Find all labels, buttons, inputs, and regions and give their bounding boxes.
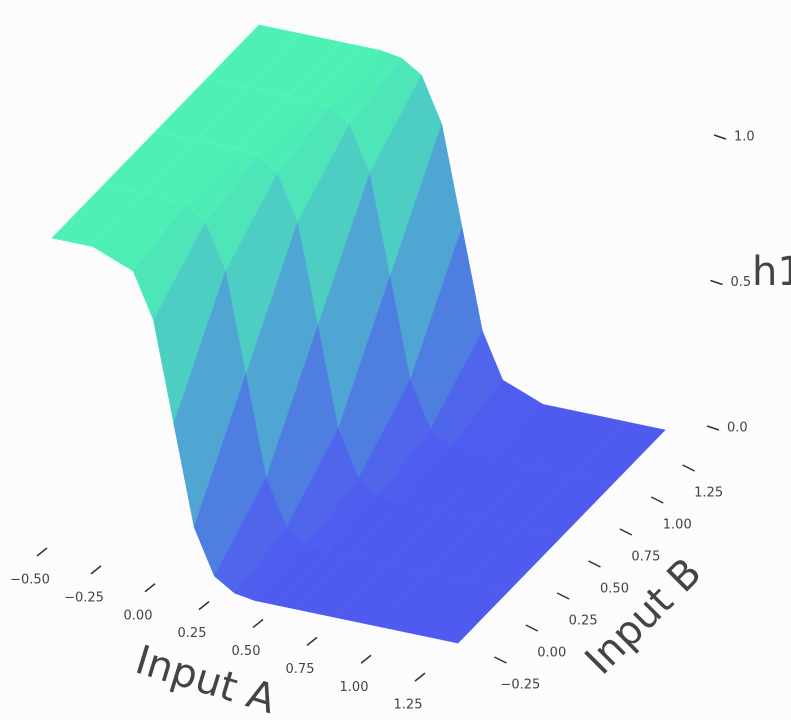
y-tick-label: −0.25: [500, 678, 540, 693]
z-tick: [713, 134, 727, 140]
y-tick: [619, 528, 633, 536]
x-tick-label: 1.25: [394, 698, 423, 713]
y-tick: [556, 592, 570, 600]
z-tick: [710, 279, 723, 286]
surface-cell: [417, 580, 511, 644]
y-tick-label: 0.75: [631, 550, 660, 565]
z-tick-label: 1.0: [734, 130, 755, 145]
x-tick: [306, 636, 318, 646]
x-tick: [414, 672, 426, 682]
x-tick: [90, 565, 102, 575]
y-tick-label: 0.50: [600, 582, 629, 597]
y-tick: [682, 464, 695, 472]
x-tick-label: −0.25: [64, 590, 104, 605]
x-tick: [198, 601, 210, 611]
y-tick: [525, 624, 539, 632]
z-tick-label: 0.5: [731, 275, 752, 290]
x-tick-label: 0.00: [124, 608, 153, 623]
x-tick-label: 0.50: [232, 644, 261, 659]
x-tick-label: −0.50: [10, 573, 50, 588]
x-tick: [36, 547, 48, 557]
z-tick: [706, 425, 720, 431]
z-axis-title: h1: [752, 249, 791, 295]
x-tick-label: 1.00: [340, 680, 369, 695]
x-tick: [252, 618, 264, 629]
y-tick: [588, 560, 601, 568]
y-tick-label: 1.25: [694, 486, 723, 501]
y-tick-label: 0.25: [569, 614, 598, 629]
x-tick-label: 0.25: [178, 626, 207, 641]
y-tick: [650, 496, 664, 504]
x-tick: [144, 583, 156, 593]
y-tick: [494, 656, 507, 664]
z-tick-label: 0.0: [727, 421, 748, 436]
x-tick-label: 0.75: [286, 662, 315, 677]
y-tick-label: 0.00: [537, 646, 566, 661]
y-tick-label: 1.00: [663, 518, 692, 533]
x-tick: [360, 654, 372, 664]
